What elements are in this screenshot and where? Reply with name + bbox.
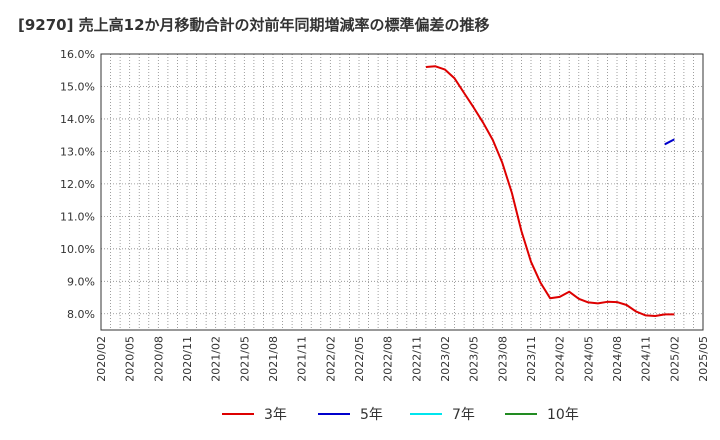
x-tick-label: 2023/08: [496, 336, 509, 382]
x-tick-label: 2020/08: [152, 336, 165, 382]
x-tick-label: 2023/11: [525, 336, 538, 382]
y-tick-label: 12.0%: [60, 178, 95, 191]
x-tick-label: 2020/02: [95, 336, 108, 382]
legend-label: 3年: [264, 407, 287, 423]
x-tick-label: 2022/05: [353, 336, 366, 382]
legend: 3年 5年 7年 10年: [222, 407, 579, 423]
x-tick-label: 2024/08: [611, 336, 624, 382]
x-tick-label: 2025/05: [697, 336, 710, 382]
x-tick-label: 2024/02: [554, 336, 567, 382]
series-line: [425, 65, 675, 317]
plot-background: [101, 54, 703, 330]
x-tick-label: 2022/08: [382, 336, 395, 382]
x-tick-label: 2020/05: [124, 336, 137, 382]
legend-label: 10年: [547, 407, 579, 423]
legend-label: 5年: [360, 407, 383, 423]
x-tick-label: 2020/11: [181, 336, 194, 382]
x-tick-label: 2021/11: [296, 336, 309, 382]
x-tick-label: 2023/05: [468, 336, 481, 382]
plot-border: [100, 53, 704, 331]
y-tick-label: 8.0%: [67, 308, 95, 321]
y-axis: 16.0% 15.0% 14.0% 13.0% 12.0% 11.0% 10.0% 9.0% 8…: [60, 48, 95, 321]
x-axis: 2020/02 2020/05 2020/08 2020/11 2021/02 2021/…: [95, 336, 710, 382]
series-line: [664, 138, 675, 146]
y-tick-label: 16.0%: [60, 48, 95, 61]
x-tick-label: 2024/05: [582, 336, 595, 382]
x-tick-label: 2025/02: [668, 336, 681, 382]
x-tick-label: 2021/05: [238, 336, 251, 382]
y-tick-label: 13.0%: [60, 145, 95, 158]
y-tick-label: 15.0%: [60, 80, 95, 93]
series-lines: [425, 65, 675, 317]
y-tick-label: 10.0%: [60, 243, 95, 256]
y-tick-label: 11.0%: [60, 210, 95, 223]
x-tick-label: 2024/11: [640, 336, 653, 382]
y-tick-label: 9.0%: [67, 275, 95, 288]
x-tick-label: 2021/02: [210, 336, 223, 382]
x-tick-label: 2021/08: [267, 336, 280, 382]
x-tick-label: 2023/02: [439, 336, 452, 382]
x-tick-label: 2022/02: [324, 336, 337, 382]
plot-area: [100, 53, 704, 331]
chart-title: [9270] 売上高12か月移動合計の対前年同期増減率の標準偏差の推移: [18, 16, 490, 34]
legend-label: 7年: [452, 407, 475, 423]
x-tick-label: 2022/11: [410, 336, 423, 382]
y-tick-label: 14.0%: [60, 113, 95, 126]
